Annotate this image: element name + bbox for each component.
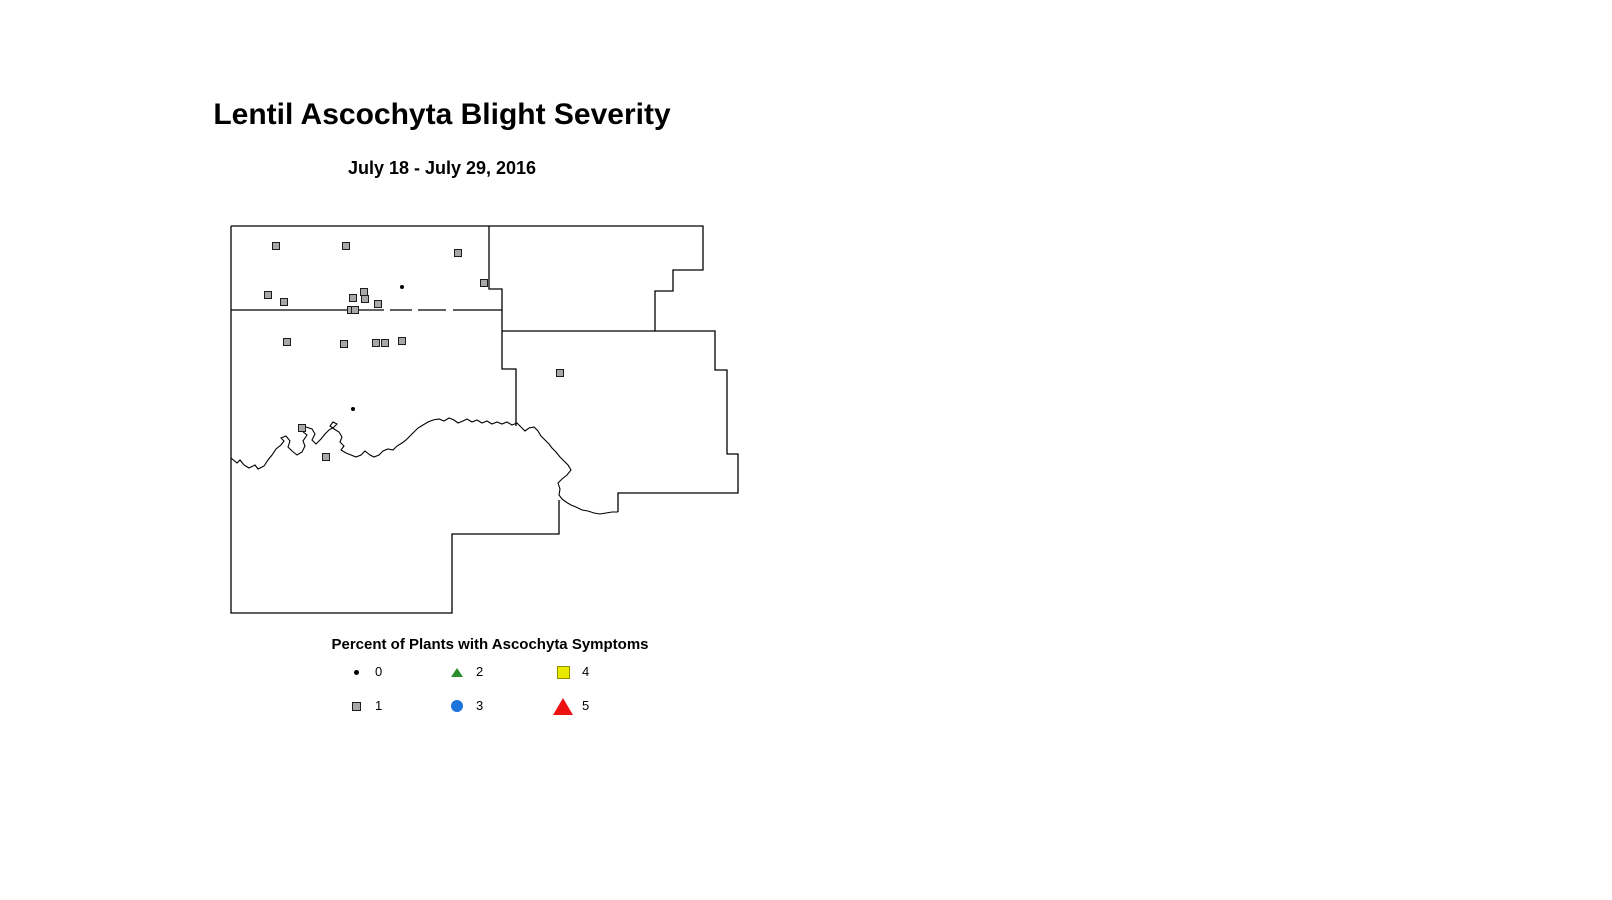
legend-item-0: 0 xyxy=(346,663,382,681)
map-point-severity-1 xyxy=(361,295,369,303)
legend-item-label: 2 xyxy=(476,664,484,679)
yellow-square-icon xyxy=(553,663,573,681)
county-border-west-south xyxy=(230,226,560,614)
map-point-severity-1 xyxy=(264,291,272,299)
map-point-severity-0 xyxy=(351,407,355,411)
gray-square-icon xyxy=(346,697,366,715)
map-point-severity-1 xyxy=(280,298,288,306)
map-point-severity-1 xyxy=(340,340,348,348)
map-point-severity-1 xyxy=(272,242,280,250)
map-point-severity-1 xyxy=(480,279,488,287)
legend-item-1: 1 xyxy=(346,697,382,715)
legend-item-label: 3 xyxy=(476,698,484,713)
map-point-severity-1 xyxy=(322,453,330,461)
county-line-vertical xyxy=(488,226,517,426)
map-point-severity-1 xyxy=(374,300,382,308)
page-title: Lentil Ascochyta Blight Severity xyxy=(213,98,671,131)
red-triangle-icon xyxy=(553,697,573,715)
map-point-severity-1 xyxy=(556,369,564,377)
map-point-severity-1 xyxy=(372,339,380,347)
page-subtitle: July 18 - July 29, 2016 xyxy=(347,158,537,178)
small-black-dot-icon xyxy=(346,663,366,681)
map-point-severity-1 xyxy=(381,339,389,347)
map-point-severity-1 xyxy=(349,294,357,302)
legend-item-label: 4 xyxy=(582,664,590,679)
map-point-severity-1 xyxy=(398,337,406,345)
legend-item-3: 3 xyxy=(447,697,483,715)
green-triangle-icon xyxy=(447,663,467,681)
river-line xyxy=(230,417,618,515)
map-point-severity-1 xyxy=(454,249,462,257)
legend-item-label: 0 xyxy=(375,664,383,679)
legend-item-4: 4 xyxy=(553,663,589,681)
legend-item-2: 2 xyxy=(447,663,483,681)
legend-item-5: 5 xyxy=(553,697,589,715)
legend-item-label: 1 xyxy=(375,698,383,713)
legend-title: Percent of Plants with Ascochyta Symptom… xyxy=(331,636,649,653)
map-point-severity-0 xyxy=(400,285,404,289)
map-point-severity-1 xyxy=(342,242,350,250)
blue-circle-icon xyxy=(447,697,467,715)
county-border-north-east xyxy=(231,225,739,512)
map-point-severity-1 xyxy=(298,424,306,432)
map-point-severity-1 xyxy=(351,306,359,314)
legend-item-label: 5 xyxy=(582,698,590,713)
map-point-severity-1 xyxy=(283,338,291,346)
